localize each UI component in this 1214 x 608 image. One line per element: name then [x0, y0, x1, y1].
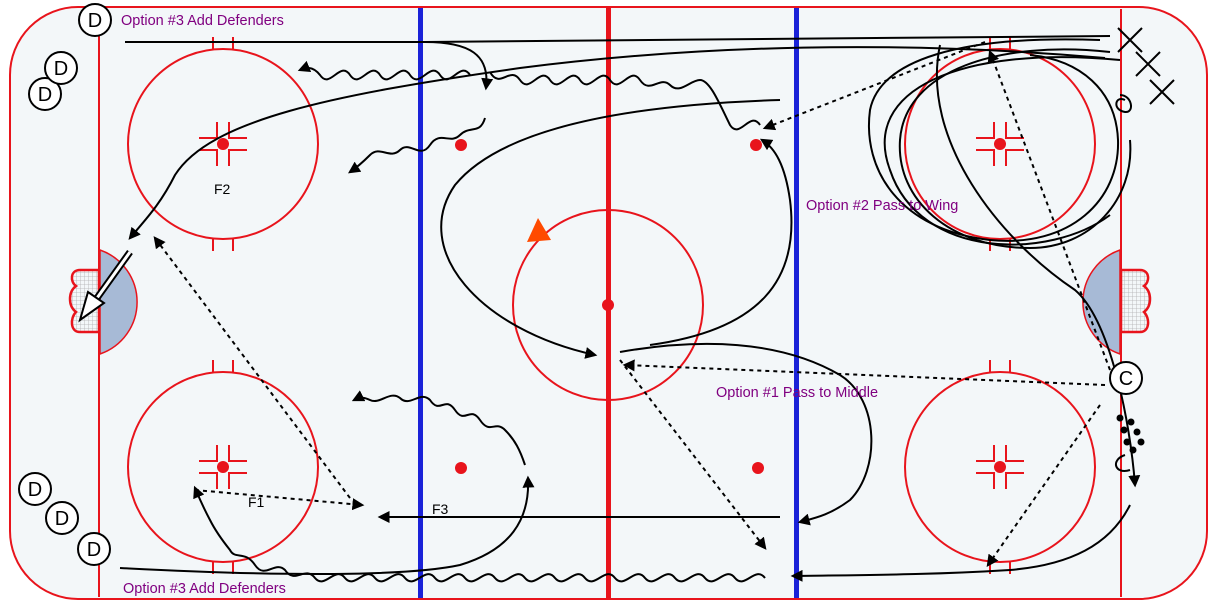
skate-path — [790, 504, 1131, 582]
pass-path — [622, 359, 1106, 386]
x-marker-icon — [1135, 51, 1161, 77]
defender-player: D — [77, 532, 111, 566]
svg-text:D: D — [28, 479, 42, 501]
label-f2: F2 — [214, 181, 231, 197]
faceoff-dot — [217, 461, 229, 473]
skate-path — [619, 342, 873, 526]
faceoff-circles — [127, 37, 1096, 574]
defenders-top: D D D — [28, 3, 112, 111]
faceoff-dot — [217, 138, 229, 150]
puck-icon — [1133, 428, 1141, 436]
svg-text:D: D — [88, 10, 102, 32]
pass-path — [986, 404, 1101, 567]
blue-line-left — [418, 8, 423, 598]
label-option3-bottom: Option #3 Add Defenders — [123, 581, 286, 597]
blue-line-right — [794, 8, 799, 598]
center-dot — [602, 299, 614, 311]
pass-path — [987, 49, 1111, 371]
x-marker-icon — [1117, 27, 1143, 53]
skate-path — [649, 138, 793, 346]
defender-player: D — [18, 472, 52, 506]
x-markers — [1117, 27, 1175, 105]
puck-icon — [1127, 418, 1135, 426]
faceoff-circle — [127, 37, 319, 251]
puck-icon — [1129, 446, 1137, 454]
pass-path — [194, 489, 365, 511]
skate-path — [440, 99, 781, 359]
neutral-dot — [455, 139, 467, 151]
neutral-dot — [455, 462, 467, 474]
label-f3: F3 — [432, 501, 449, 517]
pucks — [1116, 414, 1145, 454]
svg-text:D: D — [87, 539, 101, 561]
neutral-dot — [750, 139, 762, 151]
puck-carry-lines — [193, 60, 766, 583]
puck-icon — [1137, 438, 1145, 446]
wavy-path — [348, 117, 486, 174]
wavy-path — [351, 390, 526, 466]
svg-text:D: D — [55, 508, 69, 530]
defenders-bottom: D D D — [18, 472, 111, 566]
defender-player: D — [78, 3, 112, 37]
svg-text:D: D — [54, 58, 68, 80]
skate-path — [1115, 454, 1131, 472]
shot-arrow — [78, 249, 133, 323]
skate-path — [1115, 94, 1132, 113]
coach-player: C — [1109, 361, 1143, 395]
defender-player: D — [28, 77, 62, 111]
skate-path — [868, 38, 1120, 242]
label-f1: F1 — [248, 494, 265, 510]
skate-path — [119, 475, 535, 575]
puck-icon — [1116, 414, 1124, 422]
faceoff-circle — [127, 360, 319, 574]
skate-path — [128, 46, 1106, 240]
neutral-dot — [752, 462, 764, 474]
defender-player: D — [44, 51, 78, 85]
puck-icon — [1120, 426, 1128, 434]
faceoff-dot — [994, 461, 1006, 473]
faceoff-dot — [994, 138, 1006, 150]
skate-path — [424, 35, 1111, 43]
defender-player: D — [45, 501, 79, 535]
x-marker-icon — [1149, 79, 1175, 105]
wavy-path — [193, 485, 766, 583]
puck-icon — [1123, 438, 1131, 446]
skate-path — [935, 44, 1141, 488]
label-option2: Option #2 Pass to Wing — [806, 198, 958, 214]
wavy-path — [297, 60, 471, 81]
svg-text:C: C — [1119, 368, 1133, 390]
label-option3-top: Option #3 Add Defenders — [121, 13, 284, 29]
pass-lines — [153, 41, 1111, 567]
wavy-path — [489, 71, 761, 131]
label-option1: Option #1 Pass to Middle — [716, 385, 878, 401]
net-right — [1119, 268, 1152, 334]
svg-text:D: D — [38, 84, 52, 106]
pass-path — [153, 236, 351, 499]
center-circle — [512, 209, 704, 401]
cone-icon — [527, 218, 551, 242]
